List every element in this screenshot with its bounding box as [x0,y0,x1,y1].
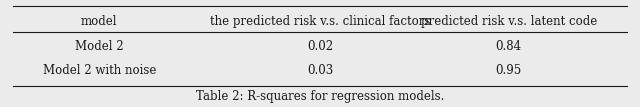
Text: Model 2: Model 2 [75,40,124,53]
Text: Table 2: R-squares for regression models.: Table 2: R-squares for regression models… [196,90,444,103]
Text: the predicted risk v.s. clinical factors: the predicted risk v.s. clinical factors [210,15,430,28]
Text: 0.02: 0.02 [307,40,333,53]
Text: 0.84: 0.84 [496,40,522,53]
Text: Model 2 with noise: Model 2 with noise [42,64,156,77]
Text: 0.03: 0.03 [307,64,333,77]
Text: 0.95: 0.95 [495,64,522,77]
Text: predicted risk v.s. latent code: predicted risk v.s. latent code [420,15,597,28]
Text: model: model [81,15,118,28]
